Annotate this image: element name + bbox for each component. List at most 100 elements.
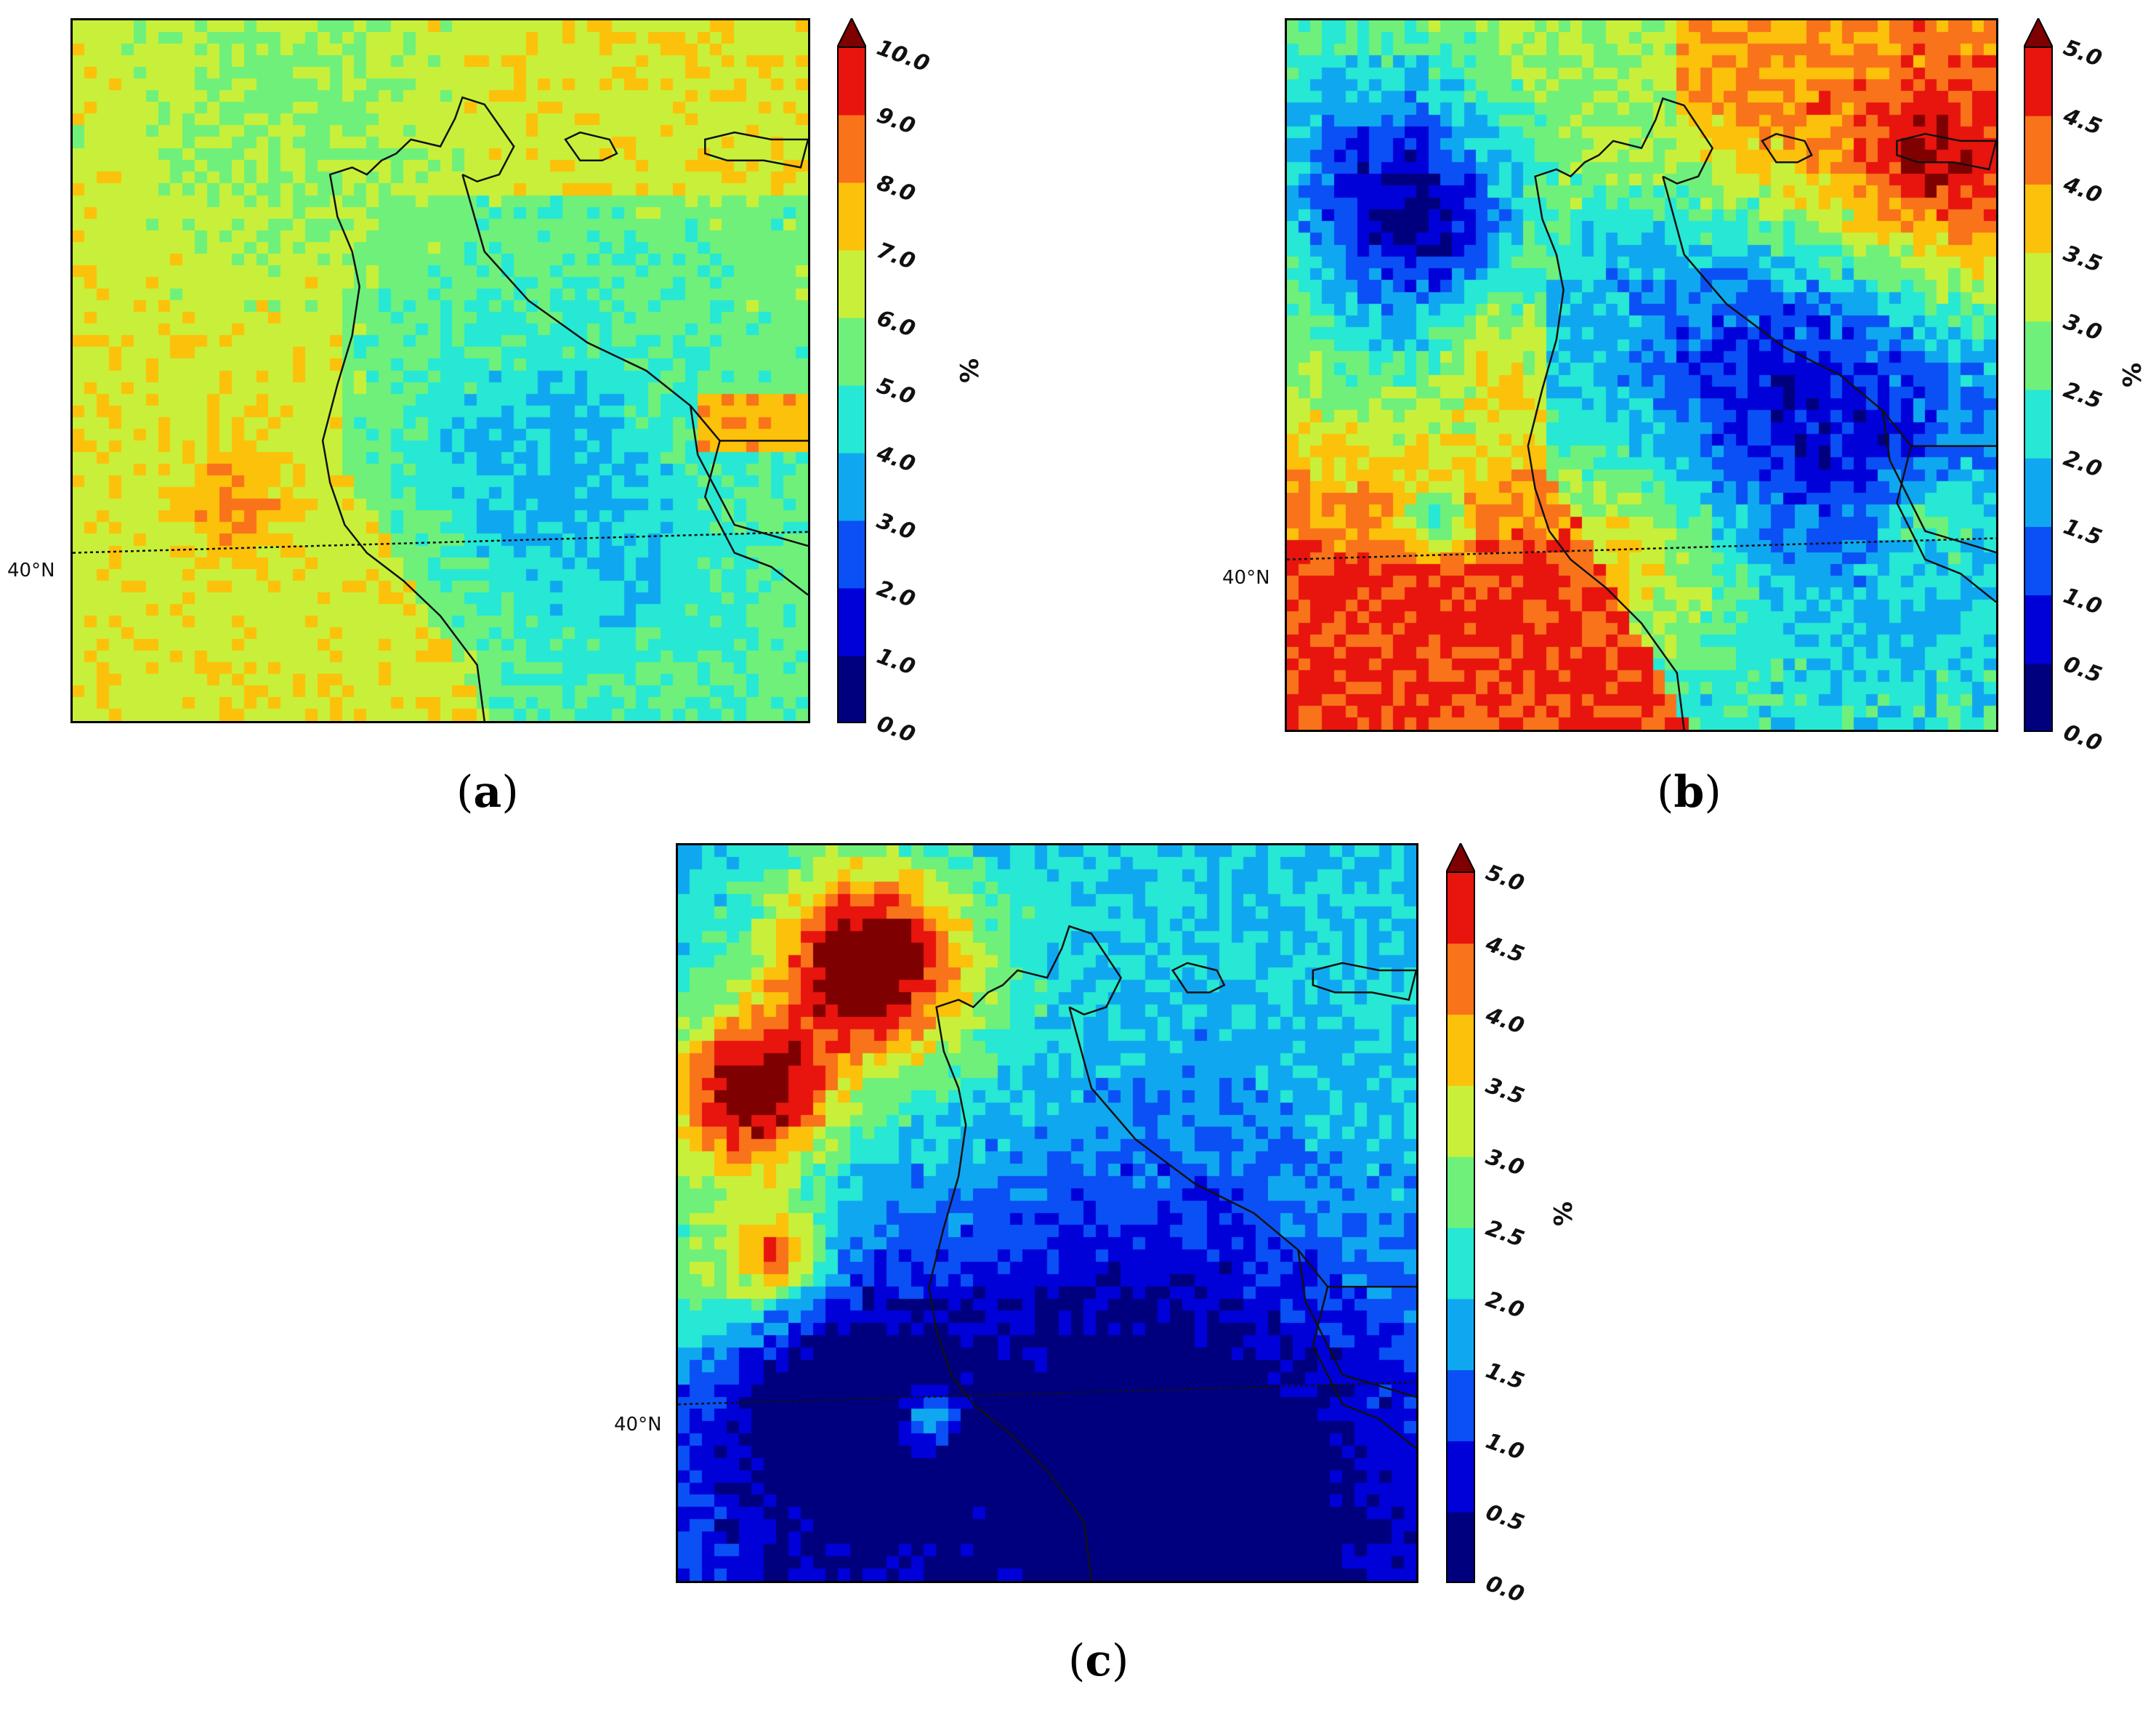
colorbar-swatch	[1446, 1441, 1475, 1513]
lat-label-b: 40°N	[1222, 567, 1270, 589]
colorbar-tick-label: 3.0	[2060, 308, 2105, 346]
colorbar-tick-label: 2.5	[2060, 377, 2105, 415]
colorbar-b: 0.0 0.5 1.0 1.5 2.0 2.5 3.0 3.5 4.0 4.5 5.0	[2024, 18, 2105, 757]
colorbar-tick-label: 2.0	[873, 576, 918, 613]
colorbar-swatch	[1446, 1085, 1475, 1157]
island-2	[1896, 132, 1996, 171]
coastline	[1527, 97, 1714, 730]
map-c	[676, 843, 1418, 1583]
colorbar-swatch	[2024, 663, 2053, 732]
border-line	[461, 174, 808, 442]
colorbar-swatch	[1446, 1228, 1475, 1300]
colorbar-unit-a: %	[956, 358, 985, 384]
colorbar-tick-label: 0.5	[1482, 1499, 1527, 1537]
map-a	[70, 18, 810, 723]
colorbar-tick-label: 2.0	[2060, 446, 2105, 483]
colorbar-frame	[1446, 871, 1475, 1583]
colorbar-tick-label: 10.0	[873, 35, 933, 78]
colorbar-extend-triangle	[1446, 843, 1475, 873]
colorbar-a: 0.0 1.0 2.0 3.0 4.0 5.0 6.0 7.0 8.0 9.0 10.0	[837, 18, 933, 748]
map-b	[1285, 18, 1998, 732]
colorbar-swatch	[2024, 458, 2053, 527]
island-2	[1312, 962, 1416, 1001]
colorbar-tick-label: 2.5	[1482, 1215, 1527, 1253]
colorbar-swatch	[1446, 943, 1475, 1015]
colorbar-extend-triangle	[837, 18, 866, 48]
colorbar-swatch	[837, 115, 866, 183]
colorbar-swatch	[837, 250, 866, 318]
colorbar-swatch	[2024, 321, 2053, 390]
lat-label-c: 40°N	[614, 1414, 662, 1436]
panel-label-c: (c)	[1068, 1635, 1129, 1686]
border-line-2	[1297, 1249, 1416, 1398]
colorbar-swatch	[1446, 1369, 1475, 1441]
colorbar-tick-label: 4.5	[1482, 930, 1527, 968]
colorbar-swatch	[2024, 116, 2053, 185]
colorbar-tick-label: 5.0	[1482, 860, 1527, 898]
colorbar-tick-label: 1.5	[2060, 514, 2105, 552]
colorbar-tick-label: 9.0	[873, 102, 918, 140]
colorbar-swatch	[837, 588, 866, 656]
parallel-40n-line	[678, 1381, 1416, 1406]
colorbar-tick-label: 4.5	[2060, 103, 2105, 141]
panel-label-b: (b)	[1657, 767, 1721, 818]
colorbar-frame	[2024, 47, 2053, 732]
colorbar-swatches	[2024, 18, 2053, 732]
colorbar-swatch	[837, 47, 866, 116]
parallel-40n-line	[73, 531, 808, 554]
colorbar-swatch	[2024, 390, 2053, 459]
colorbar-frame	[837, 47, 866, 723]
colorbar-swatch	[2024, 526, 2053, 596]
parallel-40n-line	[1287, 537, 1996, 561]
colorbar-tick-label: 7.0	[873, 238, 918, 275]
colorbar-tick-label: 3.0	[1482, 1144, 1527, 1182]
panel-label-a: (a)	[456, 767, 519, 818]
colorbar-swatch	[1446, 872, 1475, 944]
colorbar-tick-label: 8.0	[873, 170, 918, 208]
colorbar-c: 0.0 0.5 1.0 1.5 2.0 2.5 3.0 3.5 4.0 4.5 5.0	[1446, 843, 1527, 1608]
colorbar-swatch	[2024, 595, 2053, 664]
colorbar-unit-c: %	[1549, 1201, 1579, 1227]
heatmap-b	[1287, 20, 1996, 730]
colorbar-swatch	[2024, 47, 2053, 116]
colorbar-tick-label: 2.0	[1482, 1286, 1527, 1324]
colorbar-swatch	[837, 656, 866, 723]
coastline	[321, 96, 515, 721]
coastline-overlay-a	[73, 96, 808, 721]
colorbar-tick-label: 1.0	[2060, 582, 2105, 620]
colorbar-swatch	[2024, 252, 2053, 322]
colorbar-tick-label: 6.0	[873, 305, 918, 343]
colorbar-tick-label: 4.0	[2060, 172, 2105, 209]
colorbar-tick-label: 3.0	[873, 508, 918, 546]
colorbar-tick-label: 5.0	[873, 373, 918, 411]
colorbar-extend-triangle	[2024, 18, 2053, 48]
colorbar-tick-label: 3.5	[1482, 1073, 1527, 1111]
colorbar-swatches	[837, 18, 866, 723]
coastline-overlay-c	[678, 925, 1416, 1581]
colorbar-swatch	[837, 385, 866, 454]
heatmap-c	[678, 845, 1416, 1581]
colorbar-tick-label: 0.5	[2060, 651, 2105, 688]
colorbar-swatch	[837, 453, 866, 521]
border-line-3	[1896, 446, 1996, 603]
border-line-2	[689, 406, 808, 547]
island-2	[704, 131, 808, 169]
colorbar-swatch	[2024, 184, 2053, 254]
colorbar-tick-label: 0.0	[1482, 1571, 1527, 1609]
colorbar-tick-label: 4.0	[873, 440, 918, 478]
colorbar-tick-label: 5.0	[2060, 35, 2105, 73]
colorbar-swatch	[837, 182, 866, 251]
colorbar-swatch	[1446, 1156, 1475, 1228]
colorbar-tick-label: 1.0	[873, 643, 918, 681]
border-line-3	[1312, 1286, 1416, 1449]
border-line	[1068, 1007, 1416, 1288]
colorbar-tick-label: 0.0	[873, 711, 918, 749]
colorbar-swatch	[1446, 1512, 1475, 1583]
colorbar-swatch	[1446, 1014, 1475, 1086]
colorbar-swatch	[1446, 1298, 1475, 1371]
coastline	[928, 925, 1123, 1581]
island-1	[564, 131, 618, 162]
colorbar-tick-label: 4.0	[1482, 1002, 1527, 1039]
lat-label-a: 40°N	[7, 560, 55, 581]
colorbar-swatch	[837, 520, 866, 589]
